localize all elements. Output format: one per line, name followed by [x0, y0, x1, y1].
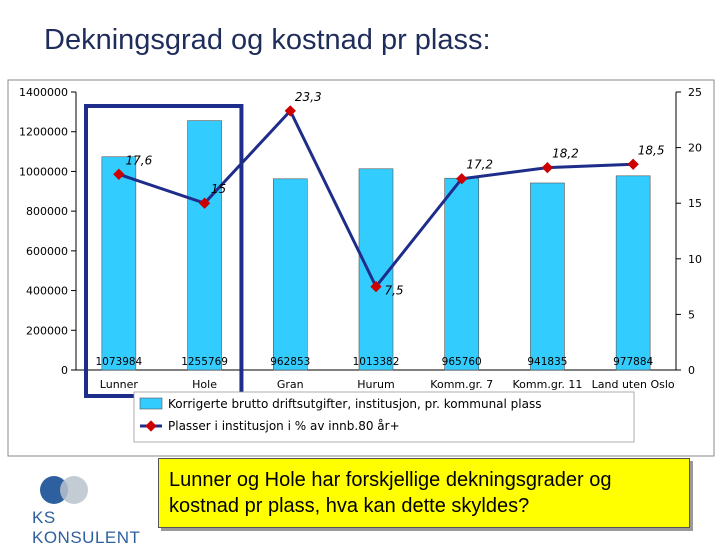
line-marker	[456, 173, 468, 185]
bar-value-label: 941835	[527, 356, 567, 368]
bar-value-label: 965760	[442, 356, 482, 368]
line-marker	[370, 280, 382, 293]
y-right-tick-label: 20	[688, 142, 702, 155]
bar	[615, 175, 651, 371]
ks-konsulent-logo: KS KONSULENT	[32, 472, 162, 547]
y-right-tick-label: 0	[688, 364, 695, 377]
line-marker	[113, 168, 125, 180]
y-right-tick-label: 5	[688, 308, 695, 321]
x-tick-label: Komm.gr. 11	[513, 378, 583, 391]
legend-box	[133, 391, 635, 443]
y-left-tick-label: 1000000	[19, 165, 68, 178]
chart-svg: 0 200000 400000 600000 800000 1000000 1200000 1…	[7, 79, 715, 457]
bar	[530, 182, 565, 371]
x-tick-label: Hurum	[357, 378, 394, 391]
bar	[272, 178, 308, 371]
y-right-tick-label: 25	[688, 86, 702, 99]
bar-value-label: 1013382	[353, 356, 400, 368]
x-tick-label: Gran	[277, 378, 304, 391]
y-right-tick-label: 10	[688, 253, 702, 266]
y-left-tick-label: 800000	[26, 205, 68, 218]
bar	[187, 120, 222, 371]
line-value-label: 23,3	[295, 90, 322, 104]
legend-line-marker	[145, 420, 157, 432]
chart: 0 200000 400000 600000 800000 1000000 1200000 1…	[0, 78, 720, 458]
slide-title: Dekningsgrad og kostnad pr plass:	[44, 24, 491, 56]
y-right-tick-label: 15	[688, 197, 702, 210]
legend-line-label: Plasser i institusjon i % av innb.80 år+	[168, 419, 400, 433]
bar-value-label: 1255769	[181, 356, 228, 368]
legend-bar-swatch	[139, 397, 163, 410]
y-left-tick-label: 600000	[26, 245, 68, 258]
callout-box: Lunner og Hole har forskjellige deknings…	[158, 458, 690, 528]
legend-bar-label: Korrigerte brutto driftsutgifter, instit…	[168, 397, 542, 411]
bar-value-label: 962853	[270, 356, 310, 368]
bar-value-label: 977884	[613, 356, 653, 368]
line-value-label: 7,5	[384, 284, 403, 298]
line-value-label: 18,5	[638, 143, 665, 157]
bar-value-label: 1073984	[95, 356, 142, 368]
line-value-label: 18,2	[552, 147, 579, 161]
x-tick-label: Komm.gr. 7	[430, 378, 493, 391]
y-left-tick-label: 0	[61, 364, 68, 377]
bar	[101, 156, 137, 371]
x-tick-label: Hole	[192, 378, 217, 391]
y-left-tick-label: 200000	[26, 324, 68, 337]
y-left-tick-label: 400000	[26, 285, 68, 298]
x-tick-label: Lunner	[100, 378, 139, 391]
bar	[444, 177, 480, 371]
y-left-tick-label: 1400000	[19, 86, 68, 99]
line-value-label: 17,6	[125, 153, 152, 167]
x-tick-label: Land uten Oslo	[592, 378, 675, 391]
line-value-label: 15	[211, 182, 226, 196]
line-value-label: 17,2	[466, 158, 493, 172]
logo-text: KS KONSULENT	[32, 508, 141, 547]
logo-circle-grey-icon	[60, 476, 88, 504]
bar	[358, 168, 394, 371]
y-left-tick-label: 1200000	[19, 126, 68, 139]
